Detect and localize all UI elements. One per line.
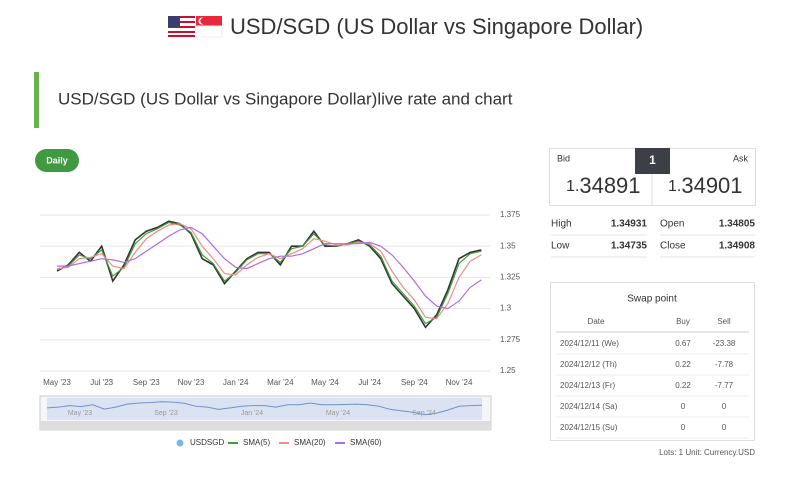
swap-title: Swap point xyxy=(627,294,677,305)
swap-cell: 0 xyxy=(722,423,727,432)
swap-cell: -7.77 xyxy=(715,381,734,390)
x-tick-label: May '23 xyxy=(43,378,71,387)
lots: 1 xyxy=(649,153,656,167)
stat-label: Open xyxy=(660,219,684,230)
navigator-label: Sep '24 xyxy=(412,410,436,417)
footer: Lots: 1 Unit: Currency.USD xyxy=(659,448,755,457)
navigator-label: May '24 xyxy=(326,410,350,417)
x-tick-label: Sep '23 xyxy=(133,378,160,387)
bid-price: 1.34891 xyxy=(566,173,641,198)
swap-cell: 0.22 xyxy=(675,360,691,369)
legend-label: SMA(5) xyxy=(243,438,270,447)
daily-button-label: Daily xyxy=(46,155,68,165)
page-title: USD/SGD (US Dollar vs Singapore Dollar) xyxy=(230,14,643,39)
stat-label: Close xyxy=(660,241,686,252)
x-tick-label: Sep '24 xyxy=(401,378,428,387)
swap-header: Buy xyxy=(676,317,690,326)
series-line xyxy=(56,220,482,329)
y-tick-label: 1.325 xyxy=(500,272,521,281)
bid-main: 34891 xyxy=(579,173,640,198)
stats: High 1.34931 Open 1.34805 Low 1.34735 Close 1.3… xyxy=(551,219,756,258)
swap-header: Sell xyxy=(717,317,731,326)
swap-table: Date Buy Sell 2024/12/11 (We) 0.67 -23.38 2024… xyxy=(556,317,749,439)
swap-header: Date xyxy=(588,317,605,326)
accent-bar xyxy=(34,72,39,128)
bid-prefix: 1. xyxy=(566,178,579,195)
x-tick-label: Jan '24 xyxy=(223,378,249,387)
us-flag xyxy=(168,16,195,37)
y-tick-label: 1.25 xyxy=(500,366,516,375)
swap-cell: 2024/12/14 (Sa) xyxy=(560,402,618,411)
swap-cell: 0.22 xyxy=(675,381,691,390)
swap-cell: 2024/12/13 (Fr) xyxy=(560,381,615,390)
stat-value: 1.34735 xyxy=(611,241,648,252)
legend-label: SMA(20) xyxy=(294,438,326,447)
stat-label: Low xyxy=(551,241,570,252)
x-tick-label: Nov '24 xyxy=(446,378,473,387)
stat-label: High xyxy=(551,219,572,230)
lots-box xyxy=(635,148,670,174)
legend-marker xyxy=(176,439,184,447)
chart: 1.25 1.275 1.3 1.325 1.35 1.375 May '23 Jul '23… xyxy=(39,210,521,447)
navigator-scrollbar xyxy=(40,421,491,429)
bid-label: Bid xyxy=(557,153,570,163)
series-line xyxy=(57,226,482,310)
ask-main: 34901 xyxy=(681,173,742,198)
legend-label: SMA(60) xyxy=(350,438,382,447)
navigator-label: Sep '23 xyxy=(154,410,178,417)
stat-value: 1.34931 xyxy=(611,219,648,230)
series-line xyxy=(56,223,482,320)
swap-cell: 2024/12/11 (We) xyxy=(560,339,619,348)
stat-value: 1.34908 xyxy=(719,241,756,252)
y-tick-label: 1.35 xyxy=(500,241,516,250)
ask-label: Ask xyxy=(733,153,749,163)
swap-cell: 2024/12/15 (Su) xyxy=(560,423,618,432)
x-tick-label: Jul '23 xyxy=(90,378,113,387)
swap-cell: -23.38 xyxy=(713,339,736,348)
swap-cell: 0 xyxy=(681,423,686,432)
navigator-window xyxy=(47,398,482,420)
legend-label: USDSGD xyxy=(190,438,224,447)
sg-flag xyxy=(195,16,223,38)
navigator-label: May '23 xyxy=(68,410,92,417)
x-tick-label: May '24 xyxy=(311,378,339,387)
swap-cell: 2024/12/12 (Th) xyxy=(560,360,617,369)
y-tick-label: 1.375 xyxy=(500,210,521,219)
navigator-line xyxy=(46,401,483,416)
daily-button[interactable] xyxy=(35,149,79,172)
swap-cell: 0.67 xyxy=(675,339,691,348)
navigator-label: Jan '24 xyxy=(241,410,263,417)
section-title: USD/SGD (US Dollar vs Singapore Dollar)l… xyxy=(58,89,513,108)
y-tick-label: 1.275 xyxy=(500,335,521,344)
ask-price: 1.34901 xyxy=(668,173,743,198)
swap-cell: 0 xyxy=(722,402,727,411)
x-tick-label: Jul '24 xyxy=(358,378,381,387)
y-tick-label: 1.3 xyxy=(500,304,512,313)
x-tick-label: Nov '23 xyxy=(178,378,205,387)
swap-box xyxy=(550,282,755,441)
x-tick-label: Mar '24 xyxy=(267,378,294,387)
stat-value: 1.34805 xyxy=(719,219,756,230)
swap-cell: 0 xyxy=(681,402,686,411)
ask-prefix: 1. xyxy=(668,178,681,195)
swap-cell: -7.78 xyxy=(715,360,734,369)
